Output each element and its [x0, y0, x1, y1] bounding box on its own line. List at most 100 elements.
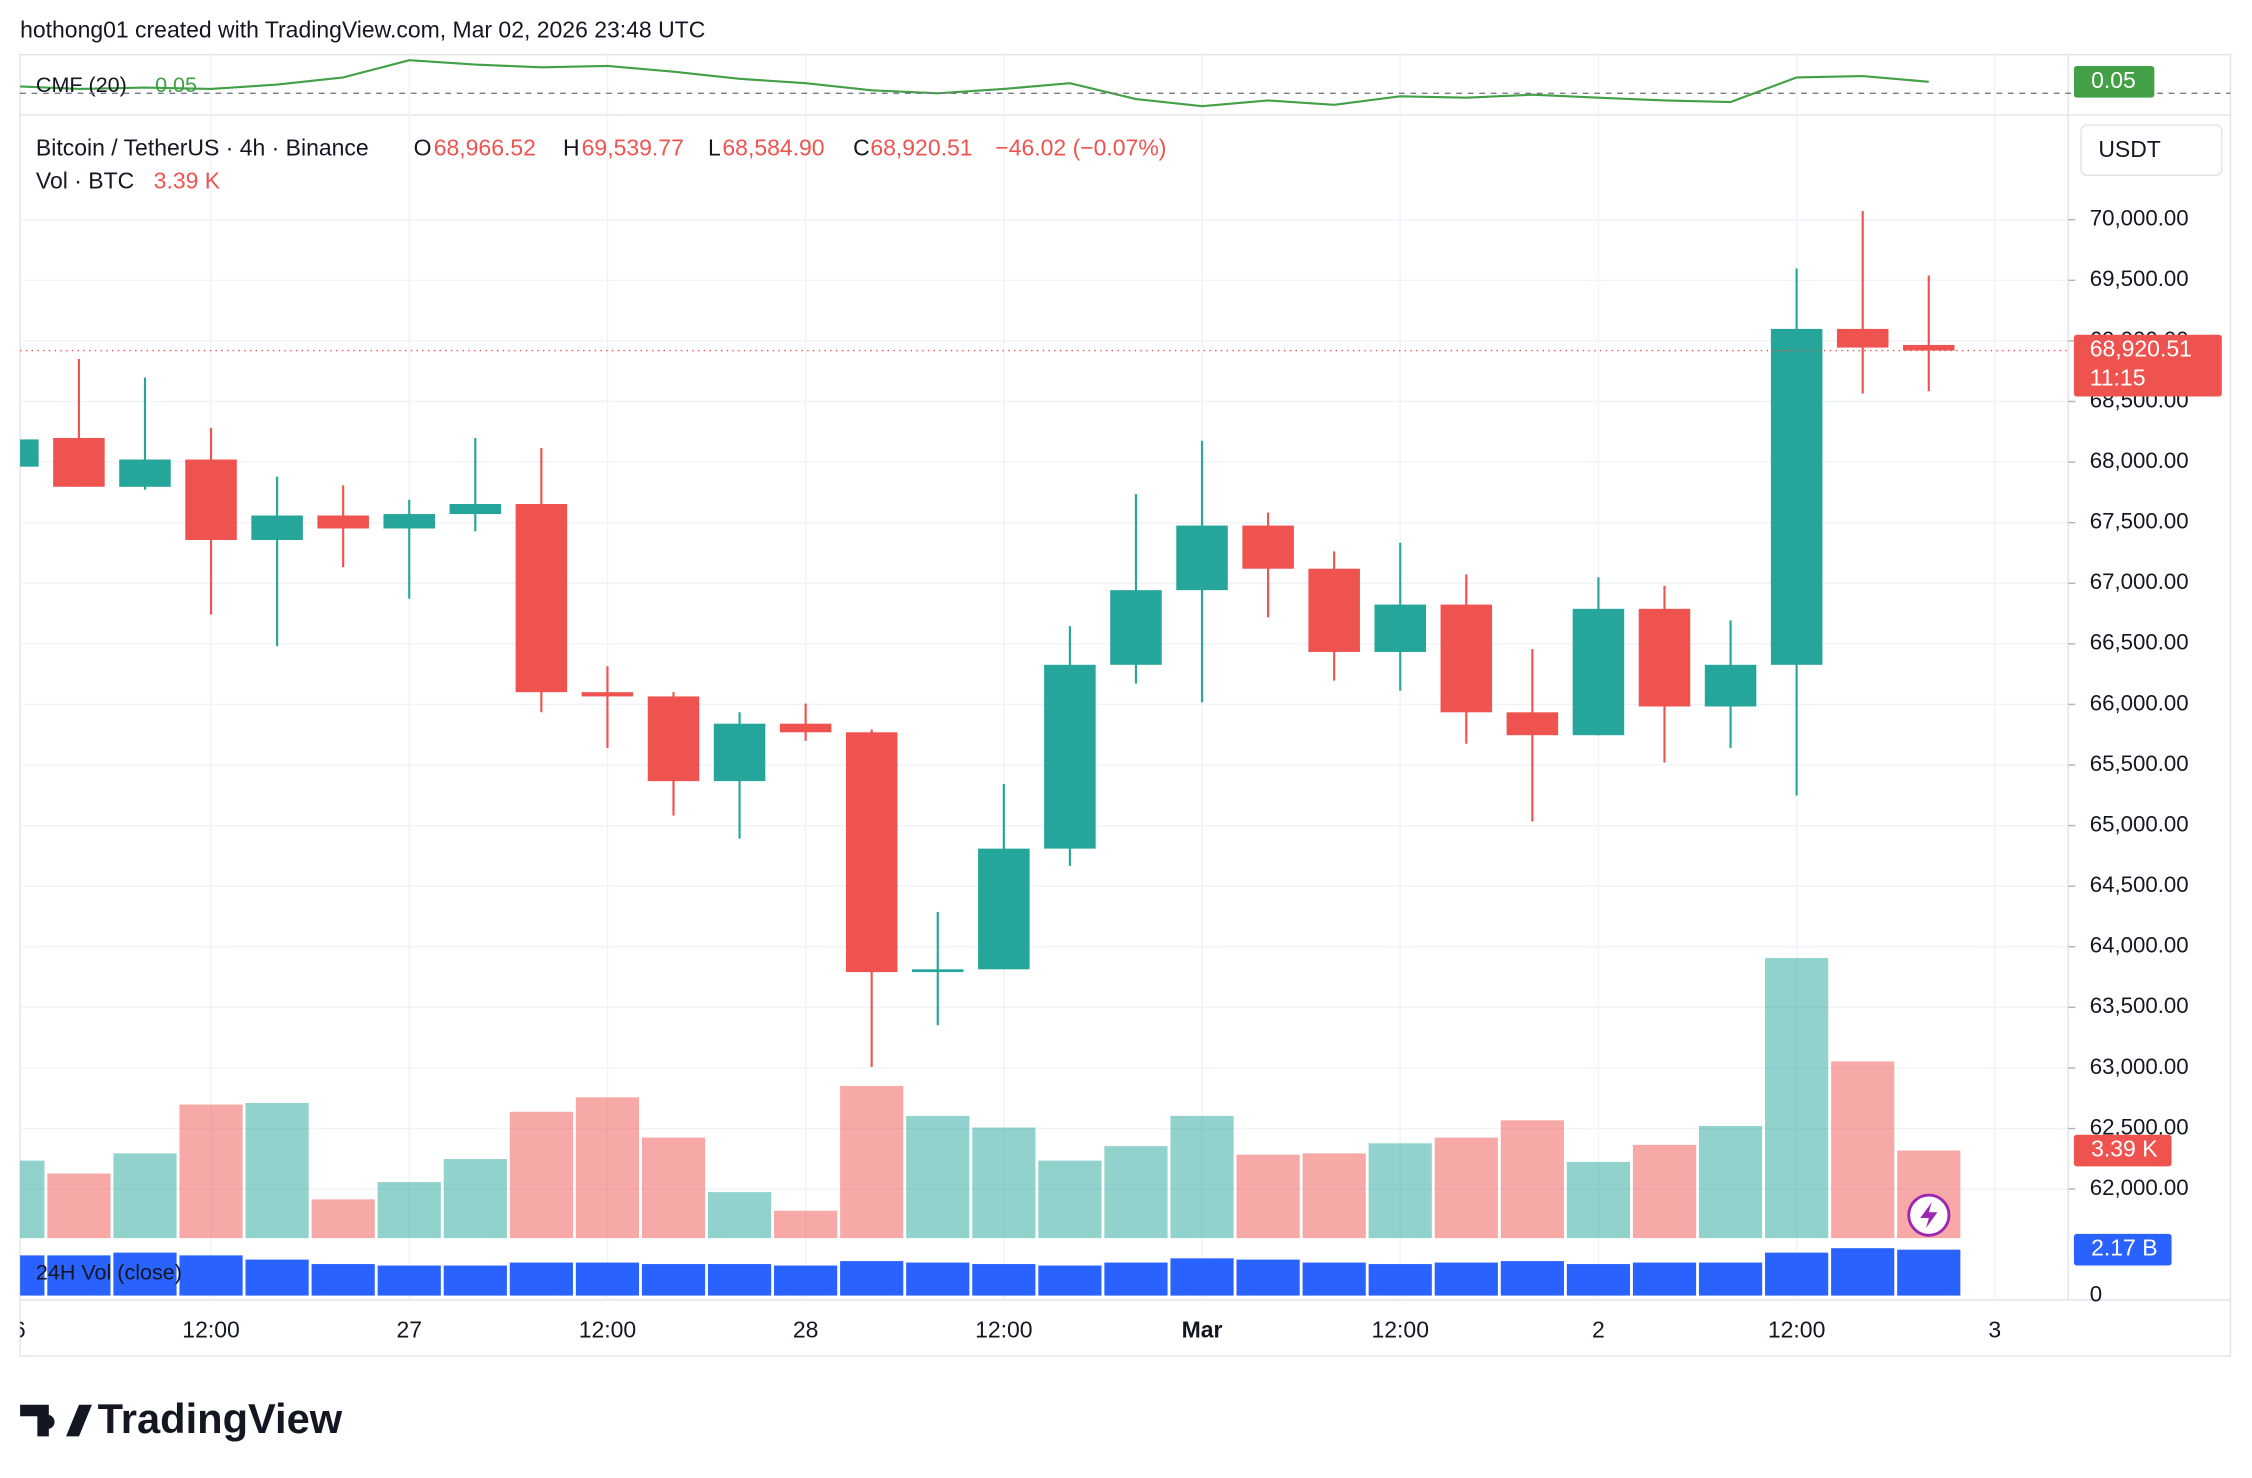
x-tick-label: 12:00 [1768, 1317, 1825, 1343]
candle-body [647, 696, 700, 782]
frame [19, 53, 2232, 1357]
legend-value: 68,584.90 [722, 134, 824, 160]
candle-body [1110, 590, 1162, 665]
volume-bar [707, 1192, 772, 1239]
y-tick-label: 66,500.00 [2090, 630, 2189, 655]
volume-24h-bar [47, 1255, 111, 1296]
volume-bar [575, 1097, 640, 1239]
candle-body [1902, 344, 1955, 351]
volume-24h-name: 24H Vol (close) [36, 1261, 182, 1285]
candle-body [1176, 525, 1228, 591]
y-tick-label: 65,000.00 [2090, 811, 2189, 836]
y-tick-label: 0 [2090, 1281, 2102, 1306]
candle-body [251, 515, 303, 540]
x-tick-label: 3 [1988, 1317, 2001, 1343]
volume-bar [1831, 1061, 1895, 1239]
x-tick-label: 12:00 [1371, 1317, 1428, 1343]
volume-24h-bar [179, 1255, 243, 1296]
volume-24h-bar [1434, 1262, 1498, 1296]
volume-bar [774, 1210, 838, 1239]
candle-body [1044, 664, 1096, 849]
volume-badge-label: 3.39 K [2091, 1136, 2158, 1162]
volume-bar [1236, 1154, 1300, 1239]
candle-body [53, 437, 105, 487]
volume-24h-badge [2073, 1233, 2172, 1266]
candle-body [1638, 608, 1691, 707]
price-badge-label: 68,920.51 [2090, 336, 2192, 362]
volume-bar [840, 1085, 904, 1239]
volume-24h-bar [906, 1262, 970, 1296]
y-tick-label: 63,500.00 [2090, 993, 2189, 1018]
bolt [1920, 1202, 1938, 1229]
logo: TradingView [20, 1395, 343, 1442]
candle-body [1704, 664, 1757, 707]
volume-24h-bar [840, 1261, 904, 1296]
volume-bar [972, 1127, 1036, 1239]
volume-bar [20, 1160, 45, 1239]
volume-bar [1038, 1160, 1102, 1239]
candle-body [1374, 604, 1426, 652]
legend-key: L [708, 134, 721, 160]
candle-body [1308, 568, 1360, 652]
candle-body [1242, 525, 1294, 569]
legend-key: C [853, 134, 870, 160]
volume-bar [47, 1173, 111, 1239]
volume-24h-bar [641, 1264, 706, 1296]
y-tick-label: 66,000.00 [2090, 690, 2189, 715]
candle-body [912, 969, 964, 973]
volume-24h-bar [113, 1252, 177, 1296]
legend-key: H [563, 134, 580, 160]
volume-bar [1566, 1161, 1631, 1239]
cmf-badge [2073, 66, 2155, 98]
volume-bar [1170, 1115, 1234, 1239]
y-tick-label: 69,500.00 [2090, 266, 2189, 291]
y-tick-label: 62,000.00 [2090, 1175, 2189, 1200]
currency-box[interactable] [2080, 124, 2223, 176]
x-tick-label: 12:00 [975, 1317, 1032, 1343]
volume-bar [1434, 1137, 1498, 1239]
legend-change: −46.02 (−0.07%) [995, 134, 1166, 160]
volume-bar [311, 1199, 375, 1239]
attribution: hothong01 created with TradingView.com, … [20, 17, 705, 43]
volume-bar [443, 1159, 507, 1239]
volume-bar [1698, 1125, 1763, 1239]
candle-body [1506, 712, 1559, 736]
candle-body [449, 503, 502, 515]
volume-24h-bar [443, 1265, 507, 1296]
bolt-icon[interactable] [1907, 1193, 1951, 1237]
candle-body [1572, 608, 1625, 736]
volume-24h-bar [1897, 1249, 1961, 1296]
volume-24h-bar [311, 1264, 375, 1296]
x-tick-label: 12:00 [579, 1317, 636, 1343]
volume-24h-bar [1038, 1265, 1102, 1296]
volume-bar [906, 1115, 970, 1239]
volume-24h-bar [1170, 1258, 1234, 1296]
candle-body [978, 848, 1030, 970]
x-tick-label: 28 [793, 1317, 819, 1343]
volume-bar [113, 1153, 177, 1239]
candle-body [515, 503, 568, 693]
volume-bar [1500, 1120, 1564, 1239]
volume-bar [1302, 1153, 1366, 1239]
candle-body [845, 732, 898, 973]
logo-icon [20, 1404, 92, 1437]
volume-24h-bar [1104, 1262, 1168, 1296]
x-tick-label: Mar [1182, 1317, 1223, 1343]
price-badge [2073, 334, 2222, 397]
y-tick-label: 64,500.00 [2090, 872, 2189, 897]
volume-value: 3.39 K [154, 167, 221, 193]
candle-body [1836, 328, 1889, 348]
volume-bar [1104, 1146, 1168, 1239]
legend-value: 68,966.52 [434, 134, 536, 160]
candle-body [383, 514, 436, 529]
volume-bar [245, 1102, 309, 1239]
volume-badge [2073, 1134, 2172, 1167]
volume-bar [509, 1111, 573, 1239]
candle-body [1770, 328, 1823, 665]
volume-bar [1368, 1143, 1432, 1239]
brand: TradingView [98, 1395, 343, 1442]
candle-body [20, 439, 39, 467]
volume-bar [1632, 1144, 1697, 1239]
